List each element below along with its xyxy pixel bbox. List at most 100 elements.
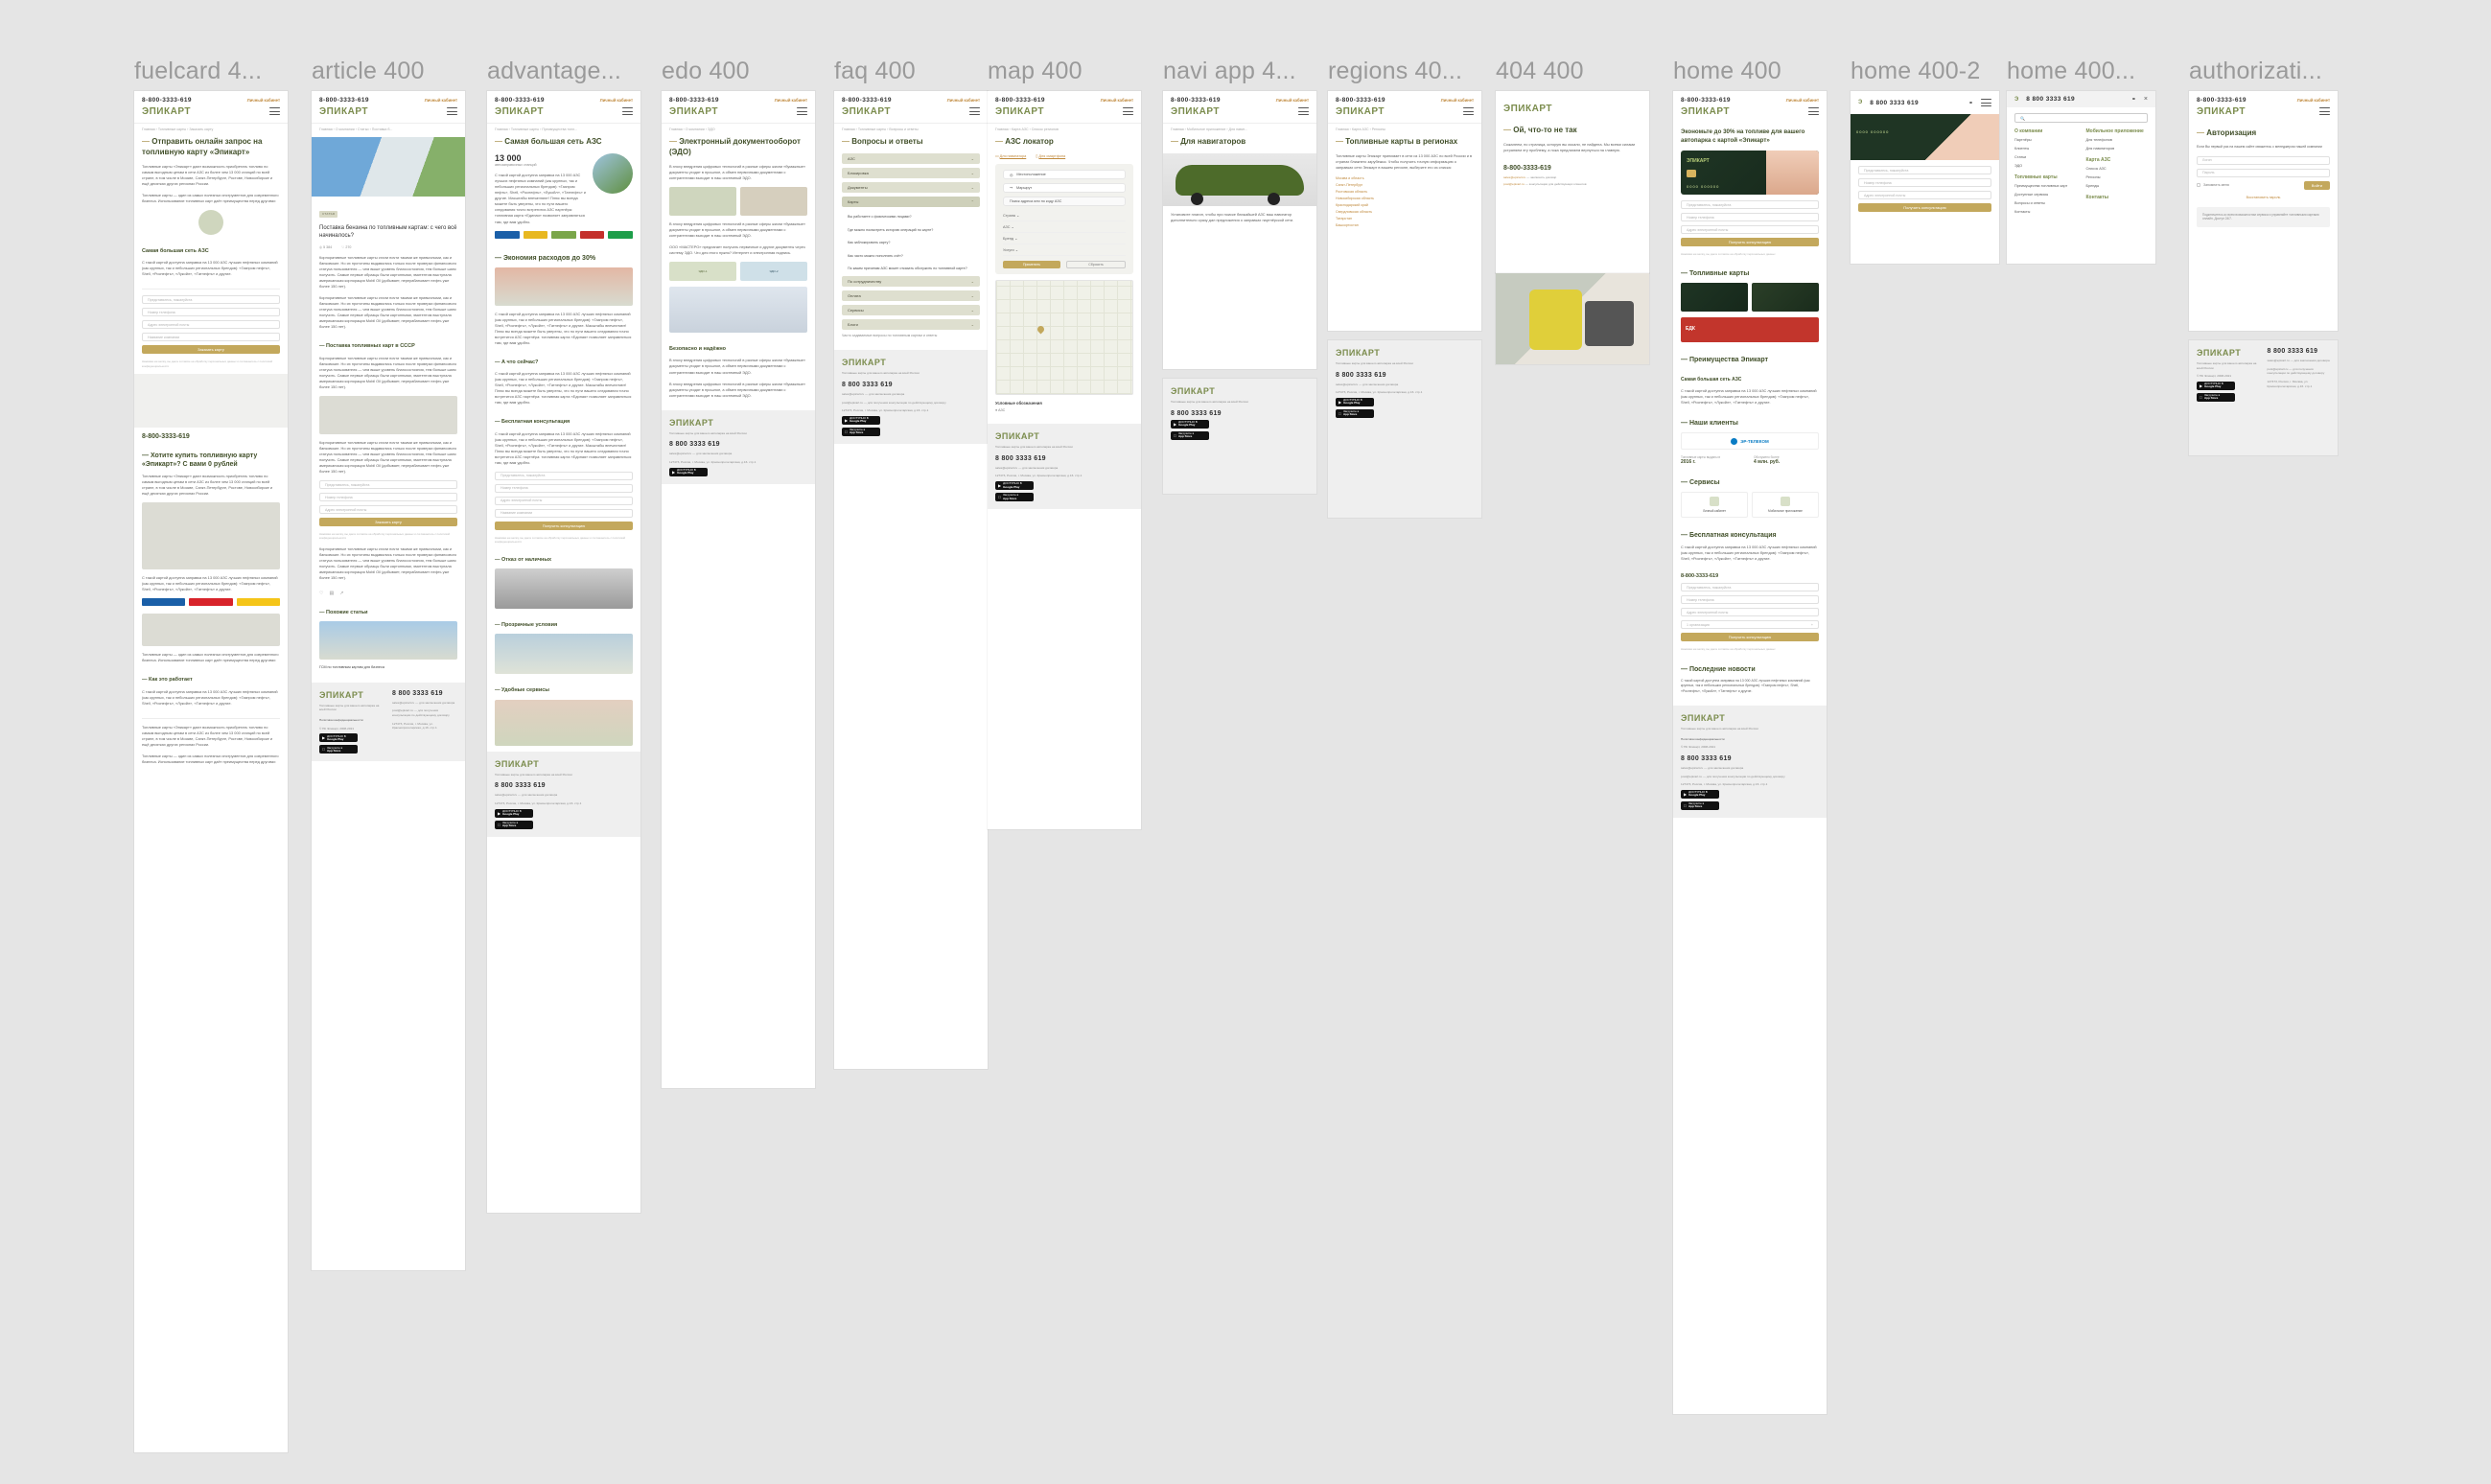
hamburger-icon[interactable] [969,105,980,117]
google-play-badge[interactable]: ▶ ДОСТУПНО В Google Play [495,808,533,818]
personal-cabinet-link[interactable]: Личный кабинет [1440,98,1474,103]
map-actions[interactable]: Применить Сбросить [1003,261,1126,269]
footer-phone[interactable]: 8 800 3333 619 [392,689,443,697]
frame-title[interactable]: fuelcard 4... [134,58,263,84]
faq-bottom-note[interactable]: Часто задаваемые вопросы по топливным ка… [842,333,938,337]
user-icon[interactable]: ⚭ [2130,97,2136,103]
consult-phone[interactable]: 8-800-3333-619 [1681,573,1719,580]
menu-group-contacts[interactable]: Контакты [2085,195,2109,201]
order-card-button[interactable]: Заказать карту [142,345,280,355]
breadcrumb[interactable]: Главная › Мобильное приложение › Для нав… [1163,123,1316,137]
privacy-policy-link[interactable]: Политика конфиденциальности [319,717,363,722]
faq-question-4[interactable]: Как часто можно пополнять счёт? [848,253,903,258]
footer-phone[interactable]: 8 800 3333 619 [1336,371,1386,379]
menu-item-faq[interactable]: Вопросы и ответы [2014,201,2045,206]
name-input[interactable]: Представьтесь, пожалуйста [142,295,280,305]
phone-number[interactable]: 8 800 3333 619 [2026,96,2076,103]
personal-cabinet-link[interactable]: Личный кабинет [774,98,807,103]
restore-password-link[interactable]: Восстановить пароль [2246,195,2281,199]
menu-item-advantages[interactable]: Преимущества топливных карт [2014,184,2068,189]
share-icon[interactable]: ↗ [339,590,344,596]
logo[interactable]: ЭПИКАРТ [995,105,1044,117]
footer-phone[interactable]: 8 800 3333 619 [1171,409,1222,417]
personal-cabinet-link[interactable]: Личный кабинет [946,98,980,103]
frame-regions[interactable]: regions 40... 8-800-3333-619 Личный каби… [1328,59,1481,518]
email-post[interactable]: post@epicart.ru — консультации для дейст… [1503,181,1587,186]
phone-number[interactable]: 8 800 3333 619 [1870,99,1920,106]
email-sales[interactable]: sales@epicart.ru — заключить договор [1503,174,1557,179]
footer-phone[interactable]: 8 800 3333 619 [1681,754,1732,762]
frame-home-2[interactable]: home 400-2 Э 8 800 3333 619 ⚭ 0000 00000… [1851,59,1999,264]
footer-email-sales[interactable]: sales@epicart.ru — для заключения догово… [495,793,558,798]
phone-number[interactable]: 8-800-3333-619 [2197,97,2247,104]
phone-number[interactable]: 8-800-3333-619 [669,97,719,104]
hamburger-icon[interactable] [797,105,807,117]
plus-icon[interactable]: + [1810,622,1813,627]
menu-group-fuelcards[interactable]: Топливные карты [2014,174,2058,180]
region-item[interactable]: Краснодарский край [1336,203,1368,208]
accordion-payment[interactable]: Оплата ⌄ [842,290,980,301]
frame-title[interactable]: home 400 [1673,58,1781,84]
email-input[interactable]: Адрес электронной почты [1681,225,1819,235]
frame-title[interactable]: faq 400 [834,58,916,84]
frame-home[interactable]: home 400 8-800-3333-619 Личный кабинет Э… [1673,59,1827,1414]
frame-fuelcard[interactable]: fuelcard 4... 8-800-3333-619 Личный каби… [134,59,288,1452]
menu-group-company[interactable]: О компании [2014,128,2043,134]
menu-item-for-navigators[interactable]: Для навигаторов [2085,147,2115,151]
password-input[interactable]: Пароль [2197,168,2330,177]
accordion-azs[interactable]: АЗС ⌄ [842,153,980,165]
login-button[interactable]: Войти [2303,180,2330,190]
name-input[interactable]: Представьтесь, пожалуйста [495,471,633,480]
faq-question-1[interactable]: Вы работаете с физическими лицами? [848,215,912,220]
service-card-app[interactable]: Мобильное приложение [1752,492,1819,519]
frame-navi-app[interactable]: navi app 4... 8-800-3333-619 Личный каби… [1163,59,1316,494]
footer-email-post[interactable]: post@epicart.ru — для получения консульт… [1681,774,1785,778]
frame-edo[interactable]: edo 400 8-800-3333-619 Личный кабинет ЭП… [662,59,815,1088]
footer-phone[interactable]: 8 800 3333 619 [2267,348,2318,355]
menu-item-station-list[interactable]: Список АЗС [2085,167,2107,172]
google-play-badge[interactable]: ▶ ДОСТУПНО В Google Play [1681,789,1719,799]
faq-question-5[interactable]: По каким причинам АЗС может отказать обс… [848,267,967,271]
select-services[interactable]: Услуги ⌄ [1003,244,1126,257]
close-icon[interactable]: × [2143,95,2148,103]
logo[interactable]: ЭПИКАРТ [2197,105,2246,117]
hamburger-icon[interactable] [1981,97,1991,108]
frame-title[interactable]: map 400 [988,58,1083,84]
hamburger-icon[interactable] [447,105,457,117]
card-green-2[interactable] [1752,283,1819,313]
frame-title[interactable]: regions 40... [1328,58,1463,84]
consult-button[interactable]: Получить консультацию [1858,203,1991,213]
news-item[interactable]: С такой картой доступна заправка на 13 0… [1681,678,1810,693]
tab-for-smartphone[interactable]: ▯ Для смартфона [1036,154,1066,159]
company-input[interactable]: Название компании [495,508,633,518]
select-country[interactable]: Страна ⌄ [1003,210,1126,222]
region-item[interactable]: Санкт-Петербург [1336,183,1363,188]
google-play-badge[interactable]: ▶ ДОСТУПНО В Google Play [1171,419,1209,429]
footer-phone[interactable]: 8 800 3333 619 [842,382,893,389]
frame-title[interactable]: navi app 4... [1163,58,1296,84]
frame-title[interactable]: advantage... [487,58,622,84]
region-item[interactable]: Москва и область [1336,176,1364,181]
likes-count[interactable]: ♡ 270 [341,244,352,249]
footer-email-sales[interactable]: sales@epicart.ru — для заключения догово… [995,465,1059,470]
map-canvas[interactable] [995,280,1133,396]
frame-advantages[interactable]: advantage... 8-800-3333-619 Личный кабин… [487,59,640,1213]
phone-number[interactable]: 8-800-3333-619 [1681,97,1731,104]
menu-item-contacts-1[interactable]: Контакты [2014,209,2031,214]
menu-item-partners[interactable]: Партнёры [2014,138,2032,143]
tab-for-navigator[interactable]: ▭ Для навигатора [995,154,1027,159]
contact-phone[interactable]: 8-800-3333-619 [1503,164,1551,172]
logo[interactable]: ЭПИКАРТ [1503,104,1552,114]
personal-cabinet-link[interactable]: Личный кабинет [424,98,457,103]
menu-item-articles[interactable]: Статьи [2014,155,2027,160]
name-input[interactable]: Представьтесь, пожалуйста [1858,166,1991,175]
menu-item-for-phones[interactable]: Для телефонов [2085,138,2112,143]
select-station[interactable]: АЗС ⌄ [1003,221,1126,234]
email-input[interactable]: Адрес электронной почты [319,505,457,515]
route-button[interactable]: ⤳ Маршрут [1003,183,1126,194]
map-tabs[interactable]: ▭ Для навигатора ▯ Для смартфона [988,153,1141,164]
